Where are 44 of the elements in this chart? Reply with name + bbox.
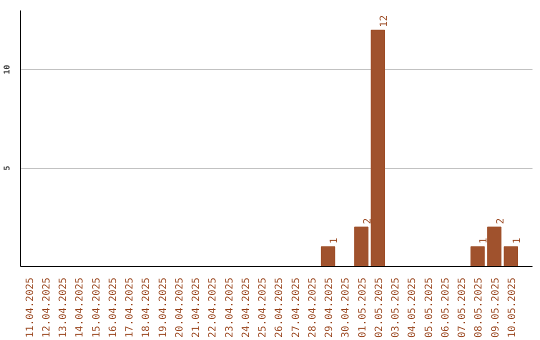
x-tick-label: 30.04.2025 xyxy=(340,277,352,338)
y-tick-label: 10 xyxy=(2,64,12,74)
x-tick-label: 11.04.2025 xyxy=(24,277,36,338)
x-tick-label: 06.05.2025 xyxy=(440,277,452,338)
x-tick-label: 18.04.2025 xyxy=(141,277,152,338)
x-tick-label: 05.05.2025 xyxy=(424,277,435,338)
x-tick-label: 25.04.2025 xyxy=(258,277,269,338)
x-tick-label: 07.05.2025 xyxy=(457,277,468,338)
bar xyxy=(487,226,502,266)
data-label: 1 xyxy=(329,238,340,244)
x-tick-label: 16.04.2025 xyxy=(108,277,119,338)
y-tick-label: 5 xyxy=(2,165,12,170)
x-tick-label: 17.04.2025 xyxy=(124,277,136,338)
x-tick-label: 27.04.2025 xyxy=(290,277,302,338)
x-tick-label: 08.05.2025 xyxy=(474,277,485,338)
x-tick-label: 01.05.2025 xyxy=(357,277,368,338)
bar xyxy=(504,246,518,266)
x-tick-label: 12.04.2025 xyxy=(41,277,52,338)
x-tick-label: 03.05.2025 xyxy=(390,277,402,338)
x-tick-label: 22.04.2025 xyxy=(208,277,219,338)
data-label: 2 xyxy=(495,218,506,224)
bar xyxy=(354,226,368,266)
bar xyxy=(370,30,386,266)
x-tick-label: 04.05.2025 xyxy=(407,277,418,338)
bar xyxy=(470,246,485,266)
data-label: 1 xyxy=(512,238,523,244)
x-tick-label: 26.04.2025 xyxy=(274,277,286,338)
x-tick-label: 02.05.2025 xyxy=(374,277,385,338)
data-label: 1 xyxy=(478,238,490,244)
x-tick-label: 24.04.2025 xyxy=(240,277,252,338)
bar xyxy=(320,246,336,266)
x-tick-label: 20.04.2025 xyxy=(174,277,186,338)
x-tick-label: 09.05.2025 xyxy=(490,277,502,338)
x-tick-label: 15.04.2025 xyxy=(91,277,102,338)
x-tick-label: 28.04.2025 xyxy=(307,277,318,338)
x-tick-label: 10.05.2025 xyxy=(506,277,518,338)
x-tick-label: 23.04.2025 xyxy=(224,277,236,338)
x-tick-label: 29.04.2025 xyxy=(324,277,336,338)
x-tick-label: 14.04.2025 xyxy=(74,277,86,338)
data-label: 2 xyxy=(362,218,374,224)
x-tick-label: 19.04.2025 xyxy=(158,277,169,338)
data-label: 12 xyxy=(378,15,390,28)
x-tick-label: 21.04.2025 xyxy=(191,277,202,338)
x-tick-label: 13.04.2025 xyxy=(58,277,70,338)
